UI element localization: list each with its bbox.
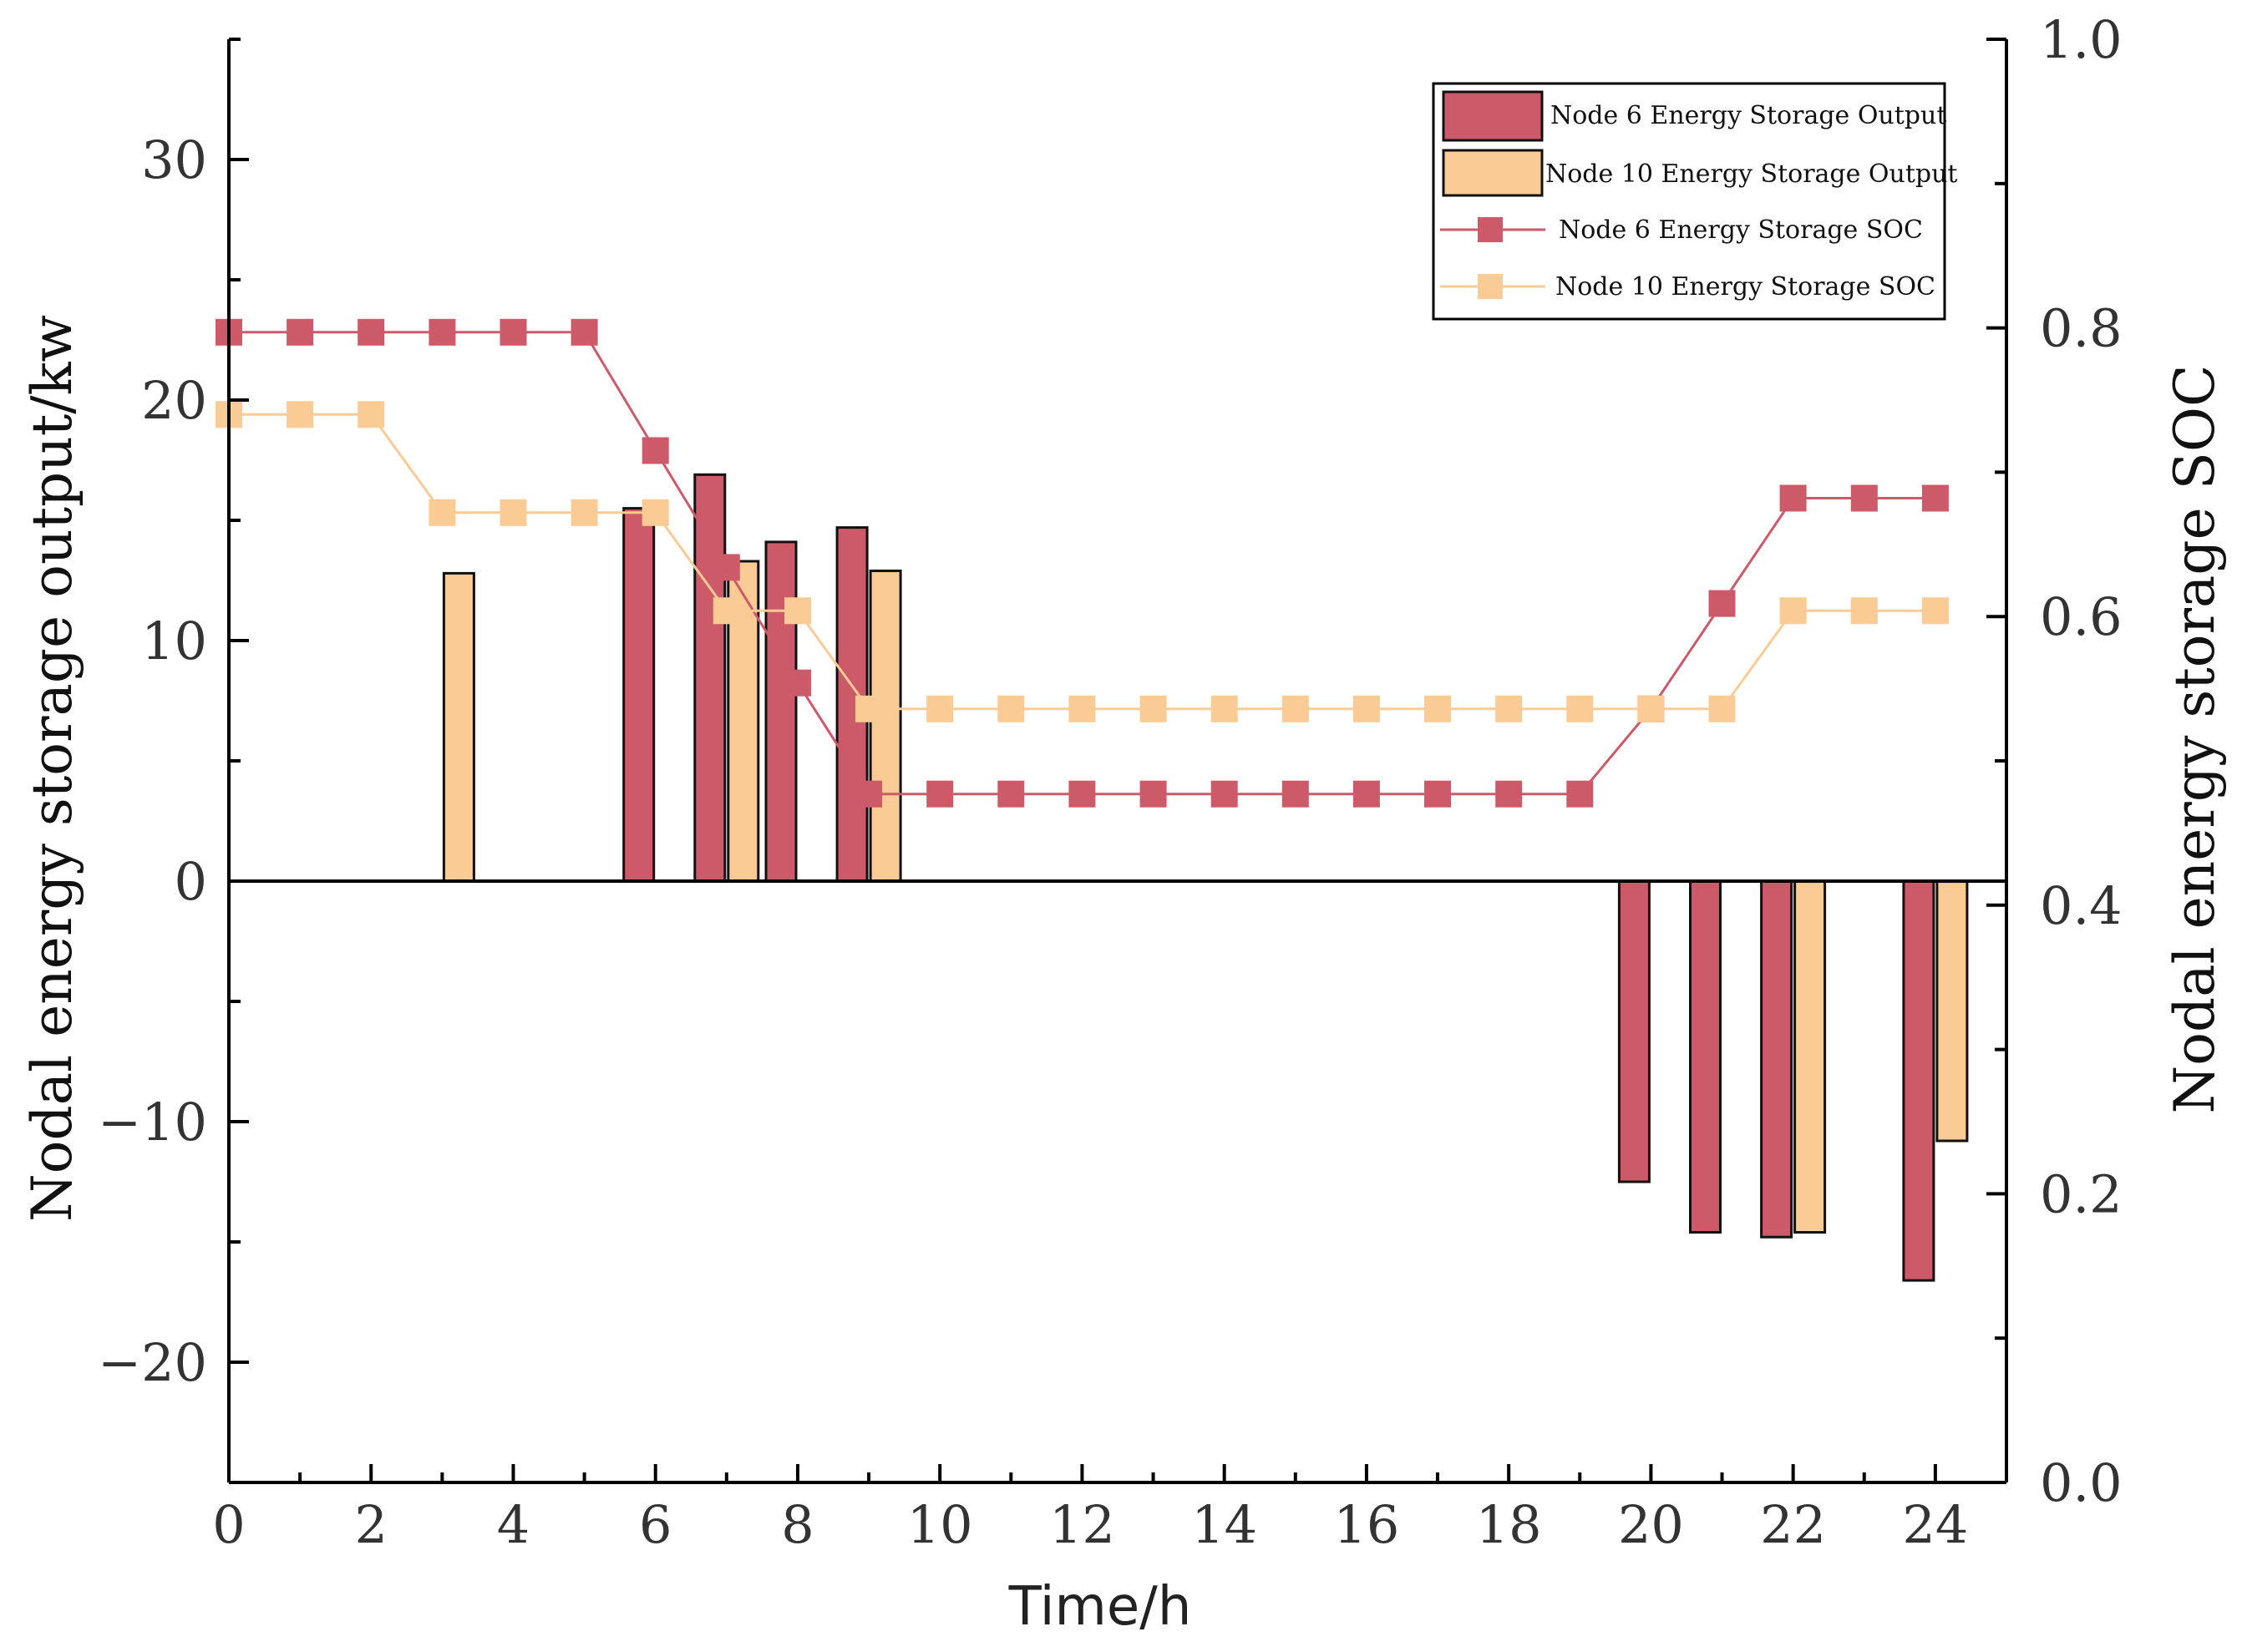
bar-node6-t6 <box>622 507 656 883</box>
soc-marker-node10-t8 <box>784 597 811 625</box>
x-tick-label-2: 2 <box>355 1494 388 1555</box>
soc-marker-node10-t21 <box>1708 695 1736 722</box>
legend-label-node6-soc: Node 6 Energy Storage SOC <box>1559 215 1923 245</box>
soc-marker-node10-t23 <box>1850 597 1878 625</box>
y-right-tick-label-3: 0.6 <box>2040 586 2123 647</box>
soc-marker-node10-t12 <box>1068 695 1096 722</box>
y-axis-left-title: Nodal energy storage output/kw <box>20 315 84 1222</box>
bar-node10-t3 <box>442 571 475 883</box>
soc-marker-node6-t15 <box>1281 780 1309 808</box>
soc-marker-node10-t5 <box>571 499 598 526</box>
x-tick-label-12: 12 <box>1049 1494 1115 1555</box>
soc-marker-node10-t18 <box>1495 695 1523 722</box>
soc-marker-node6-t23 <box>1850 484 1878 512</box>
axes-layer <box>227 38 2008 1484</box>
soc-marker-node10-t13 <box>1139 695 1167 722</box>
soc-marker-node6-t10 <box>926 780 954 808</box>
x-tick-label-24: 24 <box>1902 1494 1968 1555</box>
soc-marker-node6-t6 <box>642 437 669 464</box>
bar-node6-t7 <box>693 473 727 883</box>
soc-marker-node6-t19 <box>1566 780 1594 808</box>
soc-marker-node10-t22 <box>1779 597 1807 625</box>
soc-marker-node6-t16 <box>1352 780 1380 808</box>
bar-node10-t24 <box>1935 879 1969 1143</box>
soc-marker-node6-t4 <box>500 318 527 346</box>
x-tick-label-16: 16 <box>1333 1494 1399 1555</box>
y-right-tick-label-4: 0.8 <box>2040 298 2123 359</box>
soc-marker-node10-t19 <box>1566 695 1594 722</box>
y-left-tick-label-20: 20 <box>141 370 207 431</box>
y-axis-right-title: Nodal energy storage SOC <box>2163 365 2227 1114</box>
soc-marker-node6-t3 <box>429 318 456 346</box>
y-right-tick-label-2: 0.4 <box>2040 875 2123 936</box>
x-tick-label-10: 10 <box>907 1494 973 1555</box>
soc-marker-node6-t18 <box>1495 780 1523 808</box>
soc-marker-node10-t7 <box>713 597 740 625</box>
bar-node10-t9 <box>869 570 902 883</box>
legend-marker-node10-soc <box>1478 274 1503 299</box>
soc-marker-node10-t14 <box>1210 695 1238 722</box>
y-left-tick-label-0: 0 <box>175 851 207 912</box>
bar-node6-t21 <box>1689 879 1722 1234</box>
soc-marker-node10-t16 <box>1352 695 1380 722</box>
y-left-tick-label--20: −20 <box>98 1332 207 1393</box>
soc-marker-node6-t22 <box>1779 484 1807 512</box>
soc-marker-node10-t9 <box>855 695 883 722</box>
x-tick-label-14: 14 <box>1191 1494 1257 1555</box>
x-tick-label-22: 22 <box>1760 1494 1826 1555</box>
x-tick-label-8: 8 <box>781 1494 814 1555</box>
y-left-tick-label-10: 10 <box>141 611 207 671</box>
bar-node6-t24 <box>1902 879 1935 1282</box>
soc-marker-node10-t15 <box>1281 695 1309 722</box>
soc-marker-node10-t20 <box>1637 695 1665 722</box>
soc-marker-node10-t3 <box>429 499 456 526</box>
bar-node6-t22 <box>1760 879 1793 1239</box>
soc-marker-node10-t6 <box>642 499 669 526</box>
y-right-tick-label-5: 1.0 <box>2040 9 2123 70</box>
legend-label-node10-output: Node 10 Energy Storage Output <box>1545 160 1957 189</box>
soc-marker-node10-t10 <box>926 695 954 722</box>
soc-marker-node6-t11 <box>997 780 1025 808</box>
legend: Node 6 Energy Storage Output Node 10 Ene… <box>1432 82 1957 321</box>
legend-swatch-node10-output <box>1442 149 1544 197</box>
soc-marker-node6-t1 <box>287 318 314 346</box>
soc-marker-node6-t14 <box>1210 780 1238 808</box>
y-right-tick-label-1: 0.2 <box>2040 1163 2123 1224</box>
y-right-tick-label-0: 0.0 <box>2040 1452 2123 1513</box>
x-tick-label-18: 18 <box>1476 1494 1542 1555</box>
bar-node10-t22 <box>1793 879 1827 1234</box>
legend-label-node10-soc: Node 10 Energy Storage SOC <box>1555 272 1935 302</box>
x-tick-label-20: 20 <box>1618 1494 1684 1555</box>
soc-marker-node6-t7 <box>713 554 740 581</box>
x-tick-label-6: 6 <box>639 1494 672 1555</box>
legend-swatch-node6-output <box>1442 90 1544 142</box>
soc-marker-node6-t9 <box>855 780 883 808</box>
legend-marker-node6-soc <box>1478 217 1503 242</box>
soc-marker-node6-t13 <box>1139 780 1167 808</box>
soc-marker-node6-t2 <box>358 318 385 346</box>
soc-marker-node6-t21 <box>1708 590 1736 617</box>
soc-marker-node6-t17 <box>1424 780 1451 808</box>
bar-node6-t20 <box>1617 879 1651 1183</box>
y-left-tick-label--10: −10 <box>98 1092 207 1153</box>
soc-marker-node10-t2 <box>358 401 385 428</box>
soc-marker-node6-t8 <box>784 669 811 697</box>
soc-marker-node6-t12 <box>1068 780 1096 808</box>
soc-marker-node6-t24 <box>1921 484 1949 512</box>
legend-label-node6-output: Node 6 Energy Storage Output <box>1550 101 1946 130</box>
soc-marker-node10-t24 <box>1921 597 1949 625</box>
soc-marker-node10-t1 <box>287 401 314 428</box>
soc-marker-node10-t17 <box>1424 695 1451 722</box>
y-left-tick-label-30: 30 <box>141 129 207 190</box>
x-tick-label-4: 4 <box>497 1494 530 1555</box>
x-axis-title: Time/h <box>1008 1576 1192 1638</box>
soc-marker-node10-t4 <box>500 499 527 526</box>
soc-marker-node6-t5 <box>571 318 598 346</box>
tick-label-layer: 0 2 4 6 8 10 12 14 16 18 20 22 24−20−1001020300.00.2… <box>98 9 2122 1555</box>
x-tick-label-0: 0 <box>212 1494 245 1555</box>
soc-marker-node10-t11 <box>997 695 1025 722</box>
bar-node6-t8 <box>764 540 798 883</box>
